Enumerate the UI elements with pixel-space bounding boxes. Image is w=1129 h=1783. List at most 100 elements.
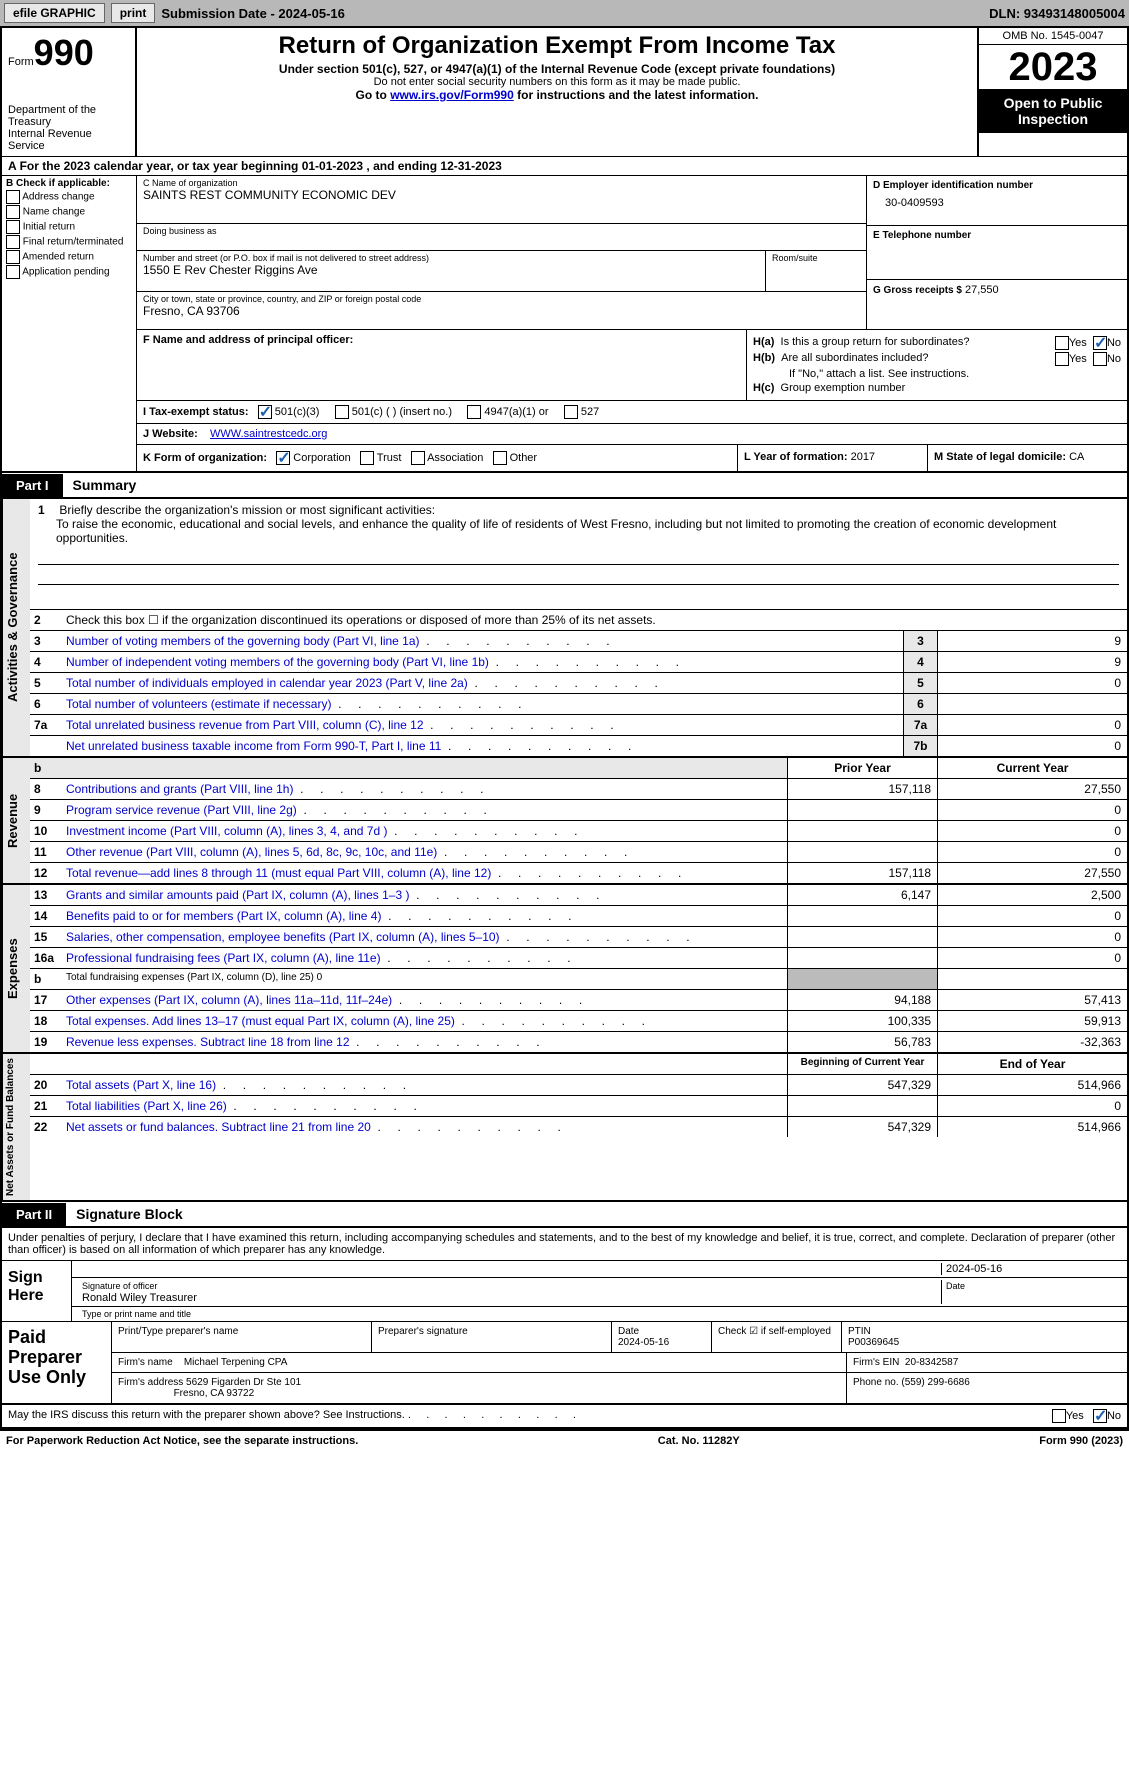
form-title: Return of Organization Exempt From Incom… [143,32,971,60]
header-right: OMB No. 1545-0047 2023 Open to Public In… [977,28,1127,156]
name-address-block: C Name of organization SAINTS REST COMMU… [137,176,867,329]
section-b-through-m: B Check if applicable: Address change Na… [0,176,1129,473]
net-assets-row: 22Net assets or fund balances. Subtract … [30,1117,1127,1137]
revenue-section: Revenue b Prior Year Current Year 8Contr… [0,758,1129,885]
ha-no-check[interactable] [1093,336,1107,350]
row-j: J Website: WWW.saintrestcedc.org [137,424,1127,445]
officer-name: Ronald Wiley Treasurer [82,1292,197,1304]
gross-receipts-label: G Gross receipts $ [873,285,962,296]
b-header: B Check if applicable: [6,178,132,189]
firm-ein: 20-8342587 [905,1357,958,1368]
irs-label: Internal Revenue Service [8,128,129,152]
expense-row: 13Grants and similar amounts paid (Part … [30,885,1127,906]
footer-left: For Paperwork Reduction Act Notice, see … [6,1435,358,1447]
efile-button[interactable]: efile GRAPHIC [4,3,105,23]
expense-row: 18Total expenses. Add lines 13–17 (must … [30,1011,1127,1032]
gov-row: 6Total number of volunteers (estimate if… [30,694,1127,715]
ein-label: D Employer identification number [873,180,1121,191]
dba-label: Doing business as [143,226,860,236]
paid-preparer-label: Paid Preparer Use Only [2,1322,112,1403]
mission-label: Briefly describe the organization's miss… [59,503,435,517]
city-state-zip: Fresno, CA 93706 [143,304,860,318]
check-final-return[interactable]: Final return/terminated [6,235,132,249]
other-check[interactable] [493,451,507,465]
mission-block: 1 Briefly describe the organization's mi… [30,499,1127,610]
part2-tag: Part II [2,1203,66,1226]
part2-title: Signature Block [66,1202,193,1226]
firm-phone: (559) 299-6686 [901,1377,969,1388]
tax-year: 2023 [979,45,1127,89]
f-label: F Name and address of principal officer: [143,334,353,346]
expense-row: 16aProfessional fundraising fees (Part I… [30,948,1127,969]
hb-no-check[interactable] [1093,352,1107,366]
revenue-row: 12Total revenue—add lines 8 through 11 (… [30,863,1127,883]
501c3-check[interactable] [258,405,272,419]
revenue-row: 11Other revenue (Part VIII, column (A), … [30,842,1127,863]
part1-tag: Part I [2,474,63,497]
check-address-change[interactable]: Address change [6,190,132,204]
right-info-blocks: D Employer identification number 30-0409… [867,176,1127,329]
gross-receipts-value: 27,550 [965,284,999,296]
gov-row: 3Number of voting members of the governi… [30,631,1127,652]
state-domicile: CA [1069,451,1084,463]
suite-label: Room/suite [772,253,860,263]
addr-label: Number and street (or P.O. box if mail i… [143,253,759,263]
net-assets-section: Net Assets or Fund Balances Beginning of… [0,1054,1129,1202]
expense-row: 15Salaries, other compensation, employee… [30,927,1127,948]
self-employed-check[interactable]: Check ☑ if self-employed [712,1322,842,1352]
open-public-badge: Open to Public Inspection [979,89,1127,133]
dept-treasury: Department of the Treasury [8,104,129,128]
begin-year-hdr: Beginning of Current Year [787,1054,937,1074]
firm-city: Fresno, CA 93722 [174,1388,255,1399]
check-name-change[interactable]: Name change [6,205,132,219]
preparer-sig-label: Preparer's signature [372,1322,612,1352]
gov-row: Net unrelated business taxable income fr… [30,736,1127,756]
gov-row: 4Number of independent voting members of… [30,652,1127,673]
mission-text: To raise the economic, educational and s… [38,517,1119,545]
hb-note: If "No," attach a list. See instructions… [753,368,1121,380]
net-assets-row: 20Total assets (Part X, line 16) 547,329… [30,1075,1127,1096]
check-application-pending[interactable]: Application pending [6,265,132,279]
current-year-hdr: Current Year [937,758,1127,778]
vtab-governance: Activities & Governance [2,499,30,756]
omb-number: OMB No. 1545-0047 [979,28,1127,45]
527-check[interactable] [564,405,578,419]
submission-date: Submission Date - 2024-05-16 [161,6,345,21]
expense-row: 19Revenue less expenses. Subtract line 1… [30,1032,1127,1052]
discuss-yes-check[interactable] [1052,1409,1066,1423]
part1-title: Summary [63,473,147,497]
c-name-label: C Name of organization [143,178,860,188]
hb-yes-check[interactable] [1055,352,1069,366]
ha-yes-check[interactable] [1055,336,1069,350]
discuss-row: May the IRS discuss this return with the… [0,1405,1129,1429]
date-label: Date [946,1281,965,1291]
h-block: H(a) Is this a group return for subordin… [747,330,1127,400]
discuss-no-check[interactable] [1093,1409,1107,1423]
revenue-row: 9Program service revenue (Part VIII, lin… [30,800,1127,821]
form-number: 990 [34,32,94,73]
top-toolbar: efile GRAPHIC print Submission Date - 20… [0,0,1129,26]
print-button[interactable]: print [111,3,156,23]
type-print-label: Type or print name and title [78,1309,195,1319]
check-initial-return[interactable]: Initial return [6,220,132,234]
form-label: Form [8,56,34,68]
row-k: K Form of organization: Corporation Trus… [137,445,1127,471]
dln-number: DLN: 93493148005004 [989,6,1125,21]
phone-label: E Telephone number [873,230,1121,241]
ptin-value: P00369645 [848,1337,899,1348]
gov-row: 7aTotal unrelated business revenue from … [30,715,1127,736]
website-link[interactable]: WWW.saintrestcedc.org [210,428,327,440]
vtab-expenses: Expenses [2,885,30,1052]
4947-check[interactable] [467,405,481,419]
expense-row: 17Other expenses (Part IX, column (A), l… [30,990,1127,1011]
irs-link[interactable]: www.irs.gov/Form990 [390,88,514,102]
assoc-check[interactable] [411,451,425,465]
501c-check[interactable] [335,405,349,419]
trust-check[interactable] [360,451,374,465]
check-amended-return[interactable]: Amended return [6,250,132,264]
vtab-net-assets: Net Assets or Fund Balances [2,1054,30,1200]
footer-row: For Paperwork Reduction Act Notice, see … [0,1429,1129,1451]
vtab-revenue: Revenue [2,758,30,883]
revenue-row: 8Contributions and grants (Part VIII, li… [30,779,1127,800]
corp-check[interactable] [276,451,290,465]
